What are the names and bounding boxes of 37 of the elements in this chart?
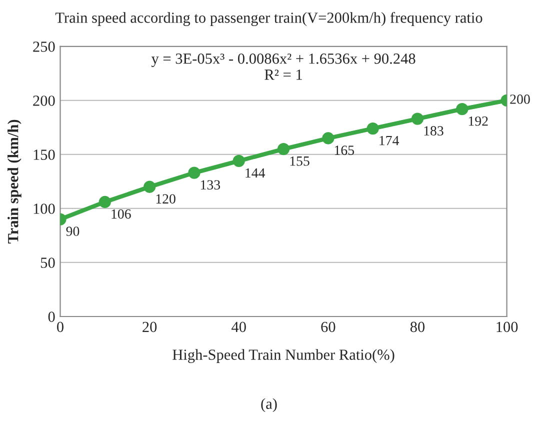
y-tick-label: 100 bbox=[34, 204, 55, 214]
point bbox=[456, 103, 468, 116]
data-label: 144 bbox=[246, 168, 266, 178]
x-tick-label: 80 bbox=[410, 322, 425, 332]
data-label: 183 bbox=[424, 126, 444, 136]
y-tick-label: 150 bbox=[34, 150, 55, 160]
point bbox=[411, 112, 424, 125]
data-label: 90 bbox=[66, 226, 80, 236]
data-label: 120 bbox=[156, 194, 176, 204]
x-axis-title: High-Speed Train Number Ratio(%) bbox=[172, 349, 394, 364]
point bbox=[98, 196, 111, 208]
y-tick-label: 250 bbox=[33, 42, 55, 52]
data-label: 200 bbox=[510, 94, 530, 104]
x-tick-label: 0 bbox=[57, 322, 64, 332]
data-label: 155 bbox=[290, 156, 310, 166]
x-tick-label: 20 bbox=[142, 322, 157, 332]
y-tick-label: 0 bbox=[48, 312, 55, 322]
point bbox=[143, 180, 156, 193]
data-label: 106 bbox=[112, 209, 131, 219]
point bbox=[322, 132, 334, 144]
text: (a) bbox=[261, 398, 277, 412]
y-axis-title: Train speed (km/h) bbox=[8, 120, 22, 244]
point bbox=[188, 166, 200, 179]
data-label: 133 bbox=[200, 180, 220, 190]
point bbox=[232, 154, 245, 168]
x-tick-label: 40 bbox=[232, 322, 246, 332]
annotation: y = 3E-05x³ - 0.0086x² + 1.6536x + 90.248 R² = 1 bbox=[151, 54, 416, 80]
x-tick-label: 60 bbox=[321, 322, 336, 332]
y-tick-label: 50 bbox=[41, 258, 55, 268]
y-tick-label: 200 bbox=[33, 96, 55, 106]
data-label: 165 bbox=[334, 146, 354, 155]
data-label: 192 bbox=[468, 116, 488, 126]
point bbox=[277, 142, 290, 156]
chart-title: Train speed according to passenger train(V=200km/h) frequency ratio bbox=[55, 12, 482, 26]
point bbox=[366, 122, 379, 135]
x-tick-label: 100 bbox=[496, 322, 518, 332]
data-label: 174 bbox=[380, 136, 400, 146]
